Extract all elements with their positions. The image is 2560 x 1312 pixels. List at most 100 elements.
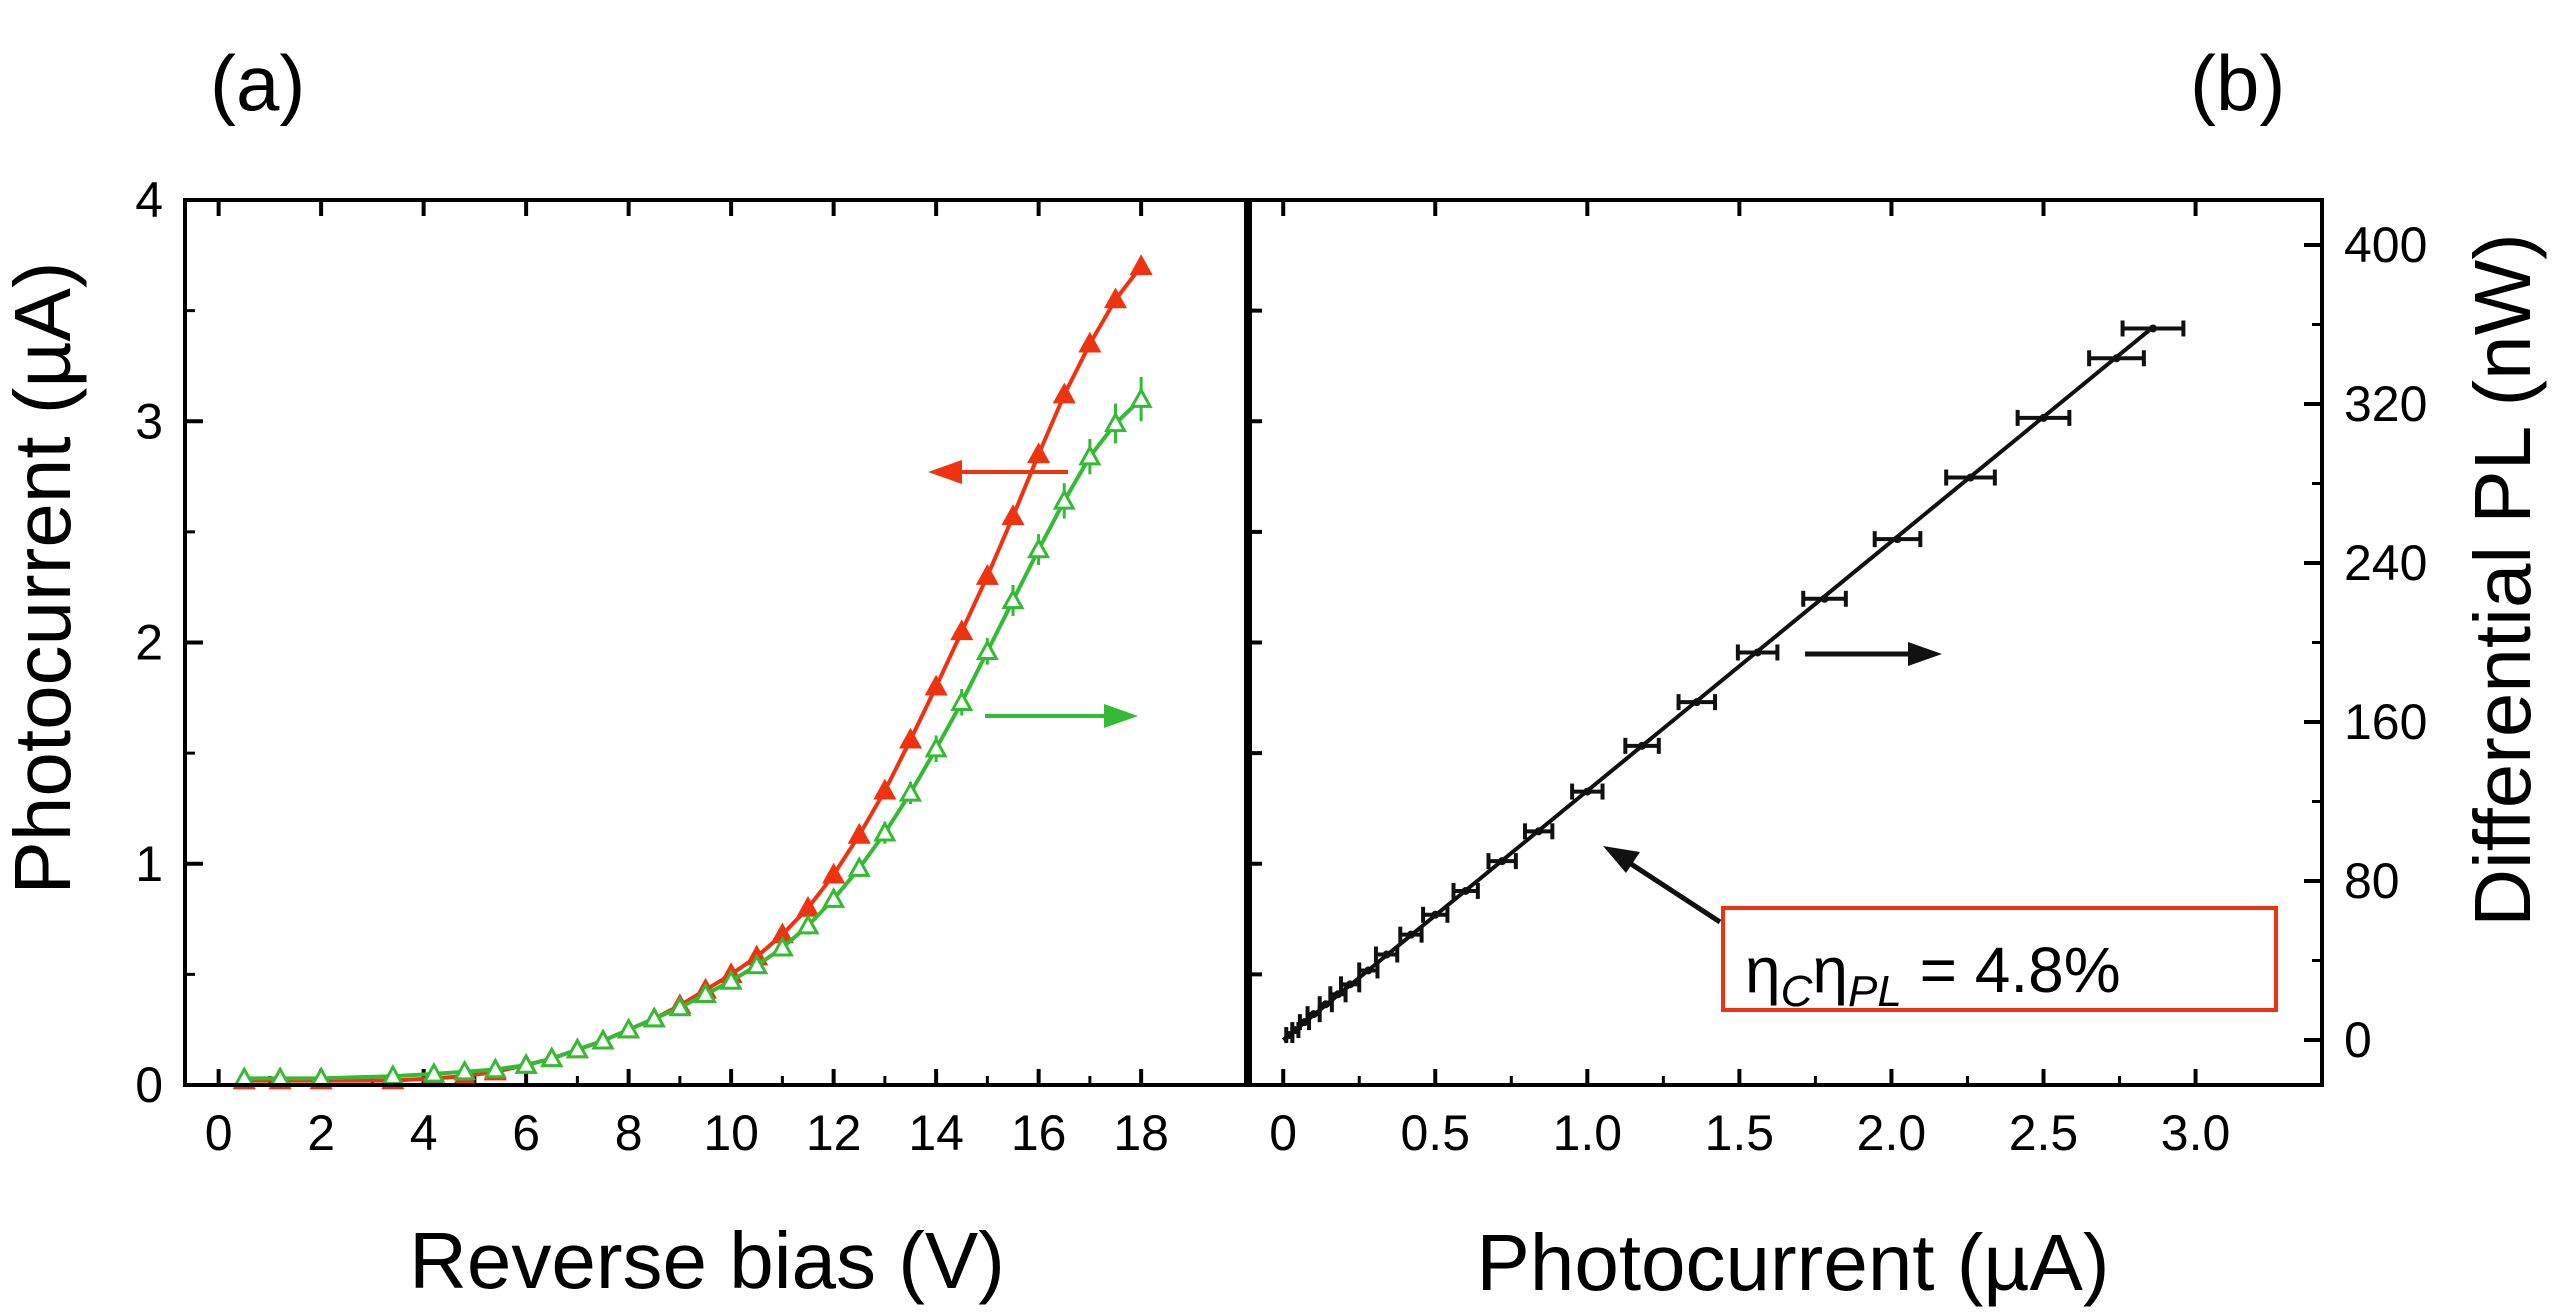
panel-b-xtick-label: 0 bbox=[1269, 1105, 1297, 1161]
differential-pl-point bbox=[924, 736, 948, 758]
fit-line bbox=[1281, 328, 2152, 1042]
pl-point bbox=[1364, 966, 1373, 975]
right-axis-arrow-green bbox=[985, 704, 1138, 728]
photocurrent-point bbox=[1052, 382, 1076, 404]
differential-pl-point bbox=[1052, 488, 1076, 510]
panel-a-xtick-label: 2 bbox=[307, 1105, 335, 1161]
pl-point bbox=[1321, 1000, 1330, 1009]
photocurrent-point bbox=[822, 862, 846, 884]
pl-point bbox=[1893, 535, 1902, 544]
photocurrent-point bbox=[873, 778, 897, 800]
photocurrent-point bbox=[1078, 331, 1102, 353]
series-line-photocurrent bbox=[244, 265, 1143, 1083]
differential-pl-point bbox=[483, 1057, 507, 1079]
pl-point bbox=[1534, 827, 1543, 836]
pl-point bbox=[1382, 950, 1391, 959]
differential-pl-point bbox=[873, 820, 897, 842]
panel-b-ytick-label: 80 bbox=[2344, 853, 2400, 909]
photocurrent-point bbox=[847, 822, 871, 844]
pl-point bbox=[1692, 698, 1701, 707]
panel-a-xtick-label: 16 bbox=[1011, 1105, 1067, 1161]
panel-b-ylabel: Differential PL (nW) bbox=[2458, 233, 2547, 927]
panel-b-xtick-label: 2.5 bbox=[2009, 1105, 2079, 1161]
panel-a-xtick-label: 4 bbox=[410, 1105, 438, 1161]
panel-a-xlabel: Reverse bias (V) bbox=[409, 1216, 1005, 1305]
panel-a-ytick-label: 3 bbox=[135, 393, 163, 449]
pl-point bbox=[1583, 787, 1592, 796]
fit-pointer-arrow bbox=[1603, 846, 1722, 925]
panel-a-xtick-label: 8 bbox=[615, 1105, 643, 1161]
panel-a-ylabel: Photocurrent (µA) bbox=[0, 261, 87, 894]
differential-pl-point bbox=[642, 1006, 666, 1028]
panel-b-ytick-label: 320 bbox=[2344, 376, 2427, 432]
efficiency-label: ηCηPL = 4.8% bbox=[1745, 934, 2121, 1016]
panel-b-xtick-label: 1.5 bbox=[1705, 1105, 1775, 1161]
pl-point bbox=[1461, 886, 1470, 895]
photocurrent-point bbox=[898, 727, 923, 749]
pl-point bbox=[1406, 930, 1415, 939]
pl-point bbox=[1820, 594, 1829, 603]
panel-a-label: (a) bbox=[210, 39, 305, 127]
differential-pl-point bbox=[591, 1028, 615, 1050]
photocurrent-point bbox=[975, 564, 999, 585]
photocurrent-point bbox=[1103, 287, 1128, 309]
eta-pl-symbol: η bbox=[1812, 934, 1848, 1006]
differential-pl-point bbox=[514, 1052, 538, 1074]
differential-pl-point bbox=[796, 913, 820, 935]
efficiency-box bbox=[1721, 906, 2278, 1012]
panel-a-ytick-label: 0 bbox=[135, 1057, 163, 1113]
pl-point bbox=[2112, 354, 2121, 363]
panel-a-xtick-label: 0 bbox=[205, 1105, 233, 1161]
differential-pl-point bbox=[745, 953, 769, 975]
panel-a-xtick-label: 18 bbox=[1113, 1105, 1169, 1161]
panel-b-xtick-label: 2.0 bbox=[1857, 1105, 1927, 1161]
pl-point bbox=[1309, 1010, 1318, 1019]
plot-frame bbox=[183, 198, 2324, 1087]
differential-pl-point bbox=[668, 995, 692, 1017]
eta-pl-subscript: PL bbox=[1848, 967, 1902, 1016]
panel-a-xtick-label: 6 bbox=[512, 1105, 540, 1161]
differential-pl-point bbox=[847, 856, 871, 877]
panel-a-xtick-label: 14 bbox=[908, 1105, 964, 1161]
photocurrent-point bbox=[1129, 254, 1153, 276]
photocurrent-point bbox=[1027, 442, 1051, 464]
panel-b-xtick-label: 0.5 bbox=[1401, 1105, 1471, 1161]
panel-b-ytick-label: 0 bbox=[2344, 1012, 2372, 1068]
differential-pl-point bbox=[1129, 387, 1153, 408]
panel-b-ytick-label: 400 bbox=[2344, 217, 2427, 273]
differential-pl-point bbox=[975, 639, 999, 661]
photocurrent-point bbox=[924, 674, 948, 696]
panel-a-ytick-label: 4 bbox=[135, 172, 163, 228]
differential-pl-point bbox=[693, 982, 718, 1003]
eta-c-subscript: C bbox=[1781, 967, 1814, 1016]
series-line-differential-pl bbox=[244, 397, 1143, 1081]
differential-pl-point bbox=[422, 1061, 446, 1083]
panel-b-plot: 0 0.5 1.0 1.5 2.0 2.5 3.0 0 80 160 240 320 400 bbox=[1269, 200, 2427, 1161]
differential-pl-point bbox=[1103, 411, 1128, 433]
right-axis-arrow-black bbox=[1805, 642, 1942, 666]
panel-b-xtick-label: 3.0 bbox=[2161, 1105, 2231, 1161]
differential-pl-point bbox=[950, 690, 974, 711]
differential-pl-point bbox=[540, 1046, 564, 1068]
panel-b-ytick-label: 160 bbox=[2344, 694, 2427, 750]
pl-point bbox=[1291, 1026, 1300, 1035]
pl-point bbox=[1431, 910, 1440, 919]
eta-c-symbol: η bbox=[1745, 934, 1781, 1006]
differential-pl-point bbox=[1027, 537, 1051, 559]
differential-pl-point bbox=[565, 1037, 589, 1059]
panel-b-label: (b) bbox=[2190, 39, 2285, 127]
differential-pl-point bbox=[1001, 588, 1025, 610]
panel-a-xtick-label: 10 bbox=[703, 1105, 759, 1161]
pl-point bbox=[1346, 980, 1355, 989]
pl-point bbox=[1966, 473, 1975, 482]
pl-point bbox=[1753, 648, 1762, 657]
panel-b-xlabel: Photocurrent (µA) bbox=[1476, 1218, 2109, 1307]
differential-pl-point bbox=[1078, 444, 1102, 466]
pl-point bbox=[1498, 857, 1507, 866]
differential-pl-point bbox=[617, 1017, 641, 1039]
outer-frame bbox=[183, 198, 2324, 1087]
efficiency-value: = 4.8% bbox=[1902, 934, 2121, 1006]
panel-b-ytick-label: 240 bbox=[2344, 535, 2427, 591]
